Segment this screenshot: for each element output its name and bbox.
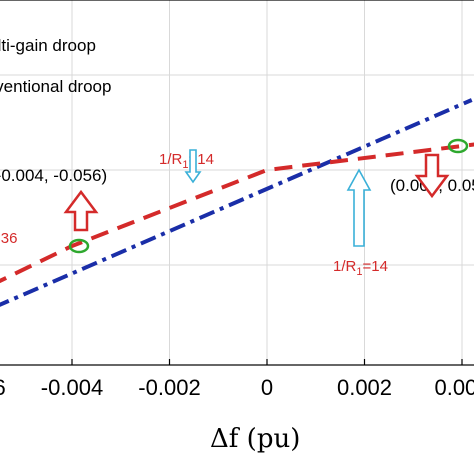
annotation-gain-high-left: =36 xyxy=(0,230,17,247)
arrow-up-icon xyxy=(63,189,99,232)
x-tick-label: 0.002 xyxy=(337,375,392,400)
x-axis-ticks: -0.006 -0.004 -0.002 0 0.002 0.004 xyxy=(0,359,474,400)
annotation-gain-bottom: 1/R1=14 xyxy=(333,258,388,278)
breakpoint-marker-right xyxy=(447,138,469,154)
series-lines xyxy=(0,98,474,307)
annotation-point-left: (-0.004, -0.056) xyxy=(0,166,107,185)
x-tick-label: -0.002 xyxy=(138,375,200,400)
cyan-arrow-down-icon xyxy=(184,149,202,184)
arrow-down-icon xyxy=(414,153,450,199)
x-axis-label-unit: (pu) xyxy=(238,424,300,454)
series-line-conventional-droop xyxy=(0,98,473,307)
x-axis-label-symbol: Δf xyxy=(210,424,241,454)
gain-top-sub: 1 xyxy=(182,159,188,171)
x-tick-label: 0 xyxy=(261,375,273,400)
x-tick-label: -0.004 xyxy=(41,375,103,400)
x-tick-label: 0.004 xyxy=(434,375,474,400)
gain-bottom-value: =14 xyxy=(362,258,387,275)
breakpoint-marker-left xyxy=(68,238,90,254)
cyan-arrow-up-icon xyxy=(346,168,372,247)
legend-label-multi-gain: Multi-gain droop xyxy=(0,36,96,55)
legend-label-conventional: Conventional droop xyxy=(0,77,111,96)
gain-bottom-sub: 1 xyxy=(356,266,362,278)
series-line-multi-gain-droop xyxy=(0,142,474,284)
annotation-gain-top: 1/R1=14 xyxy=(159,151,214,171)
x-tick-label: -0.006 xyxy=(0,375,6,400)
x-axis-label: Δf (pu) xyxy=(210,424,300,454)
gain-top-prefix: 1/R xyxy=(159,151,183,168)
grid-lines xyxy=(0,0,474,365)
gain-bottom-prefix: 1/R xyxy=(333,258,357,275)
